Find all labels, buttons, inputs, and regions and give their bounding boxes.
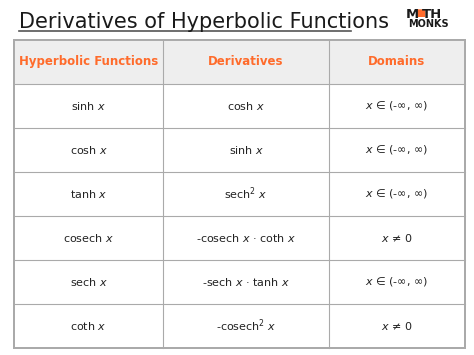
Text: $\mathit{x}$ ∈ (-∞, ∞): $\mathit{x}$ ∈ (-∞, ∞) <box>365 99 428 112</box>
Text: sech$^2$ $\mathit{x}$: sech$^2$ $\mathit{x}$ <box>224 186 268 202</box>
Text: M: M <box>405 8 419 21</box>
Text: coth $\mathit{x}$: coth $\mathit{x}$ <box>70 320 107 332</box>
Text: $\mathit{x}$ ∈ (-∞, ∞): $\mathit{x}$ ∈ (-∞, ∞) <box>365 275 428 288</box>
Text: cosh $\mathit{x}$: cosh $\mathit{x}$ <box>227 100 265 112</box>
Text: Derivatives: Derivatives <box>209 55 284 68</box>
Text: tanh $\mathit{x}$: tanh $\mathit{x}$ <box>70 188 107 200</box>
Text: sinh $\mathit{x}$: sinh $\mathit{x}$ <box>71 100 106 112</box>
Text: sech $\mathit{x}$: sech $\mathit{x}$ <box>70 276 108 288</box>
Text: Derivatives of Hyperbolic Functions: Derivatives of Hyperbolic Functions <box>19 12 389 32</box>
Text: Hyperbolic Functions: Hyperbolic Functions <box>19 55 158 68</box>
Text: Domains: Domains <box>368 55 426 68</box>
Text: cosech $\mathit{x}$: cosech $\mathit{x}$ <box>63 232 114 244</box>
Text: -cosech $\mathit{x}$ · coth $\mathit{x}$: -cosech $\mathit{x}$ · coth $\mathit{x}$ <box>196 232 296 244</box>
Text: -cosech$^2$ $\mathit{x}$: -cosech$^2$ $\mathit{x}$ <box>216 318 276 334</box>
Text: $\mathit{x}$ ∈ (-∞, ∞): $\mathit{x}$ ∈ (-∞, ∞) <box>365 143 428 156</box>
Text: cosh $\mathit{x}$: cosh $\mathit{x}$ <box>70 144 108 156</box>
Text: -sech $\mathit{x}$ · tanh $\mathit{x}$: -sech $\mathit{x}$ · tanh $\mathit{x}$ <box>202 276 290 288</box>
Text: MONKS: MONKS <box>409 19 449 29</box>
Text: sinh $\mathit{x}$: sinh $\mathit{x}$ <box>228 144 264 156</box>
Text: ■: ■ <box>416 8 425 18</box>
Text: $\mathit{x}$ ∈ (-∞, ∞): $\mathit{x}$ ∈ (-∞, ∞) <box>365 187 428 200</box>
Text: TH: TH <box>422 8 443 21</box>
Text: $\mathit{x}$ ≠ 0: $\mathit{x}$ ≠ 0 <box>381 232 413 244</box>
Text: $\mathit{x}$ ≠ 0: $\mathit{x}$ ≠ 0 <box>381 320 413 332</box>
